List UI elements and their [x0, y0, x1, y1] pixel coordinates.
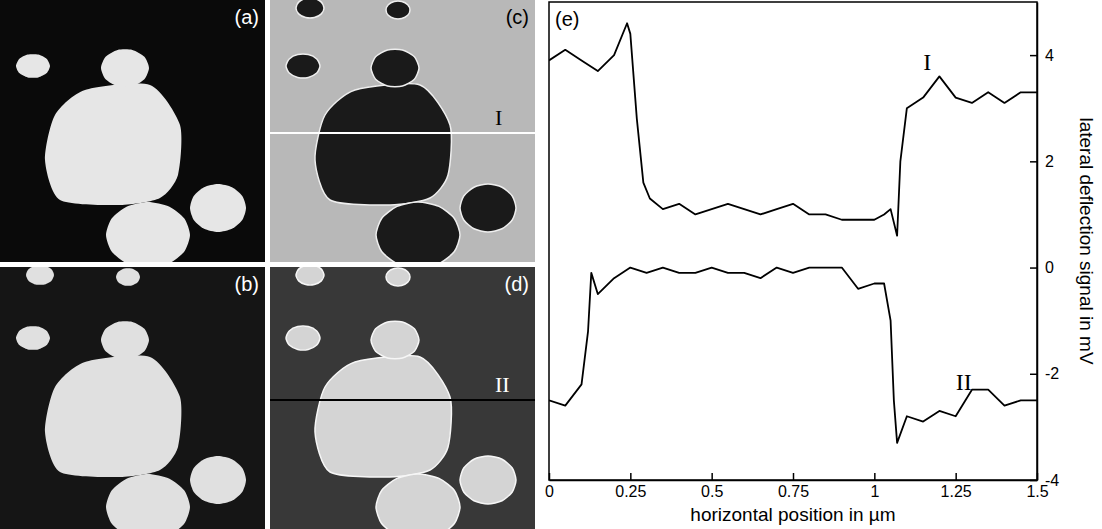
y-tick: -2: [1030, 365, 1059, 382]
panel-label: (e): [555, 8, 579, 30]
y-tick-label: -2: [1045, 365, 1059, 382]
afm-panel: (d) II: [270, 265, 535, 529]
x-tick: 1: [870, 473, 879, 500]
island: [386, 1, 410, 19]
scan-line-label: II: [495, 372, 510, 397]
x-axis-title: horizontal position in µm: [690, 504, 895, 525]
x-tick-mark: [793, 473, 795, 480]
island: [286, 326, 320, 350]
island: [16, 326, 50, 350]
y-tick-mark: [1030, 374, 1037, 376]
island: [315, 84, 451, 206]
island: [376, 202, 460, 262]
x-tick-label: 0: [545, 483, 554, 500]
panel-label: (a): [235, 6, 259, 28]
afm-panel: (a): [0, 0, 265, 268]
y-tick: 4: [1030, 47, 1054, 64]
x-tick-mark: [630, 473, 632, 480]
x-tick: 0.75: [778, 473, 809, 500]
island: [101, 49, 149, 86]
x-tick: 1.25: [941, 473, 972, 500]
island: [460, 184, 516, 232]
afm-panel: (c) I: [270, 0, 535, 268]
afm-image: [270, 267, 535, 529]
island: [315, 356, 451, 478]
island: [386, 268, 410, 286]
island: [16, 54, 50, 78]
x-tick-mark: [955, 473, 957, 480]
x-tick: 0.25: [615, 473, 646, 500]
y-tick-label: 4: [1045, 47, 1054, 64]
lines: [549, 23, 1037, 443]
island: [45, 356, 181, 478]
scan-line: [270, 132, 535, 134]
island: [101, 321, 149, 358]
x-tick-label: 1.25: [941, 483, 972, 500]
island: [296, 0, 324, 18]
y-tick: -4: [1030, 472, 1059, 489]
x-axis: 00.250.50.7511.251.5: [545, 473, 1049, 500]
y-axis-title: lateral deflection signal in mV: [1076, 117, 1097, 364]
x-tick: 0.5: [701, 473, 723, 500]
x-tick-label: 0.25: [615, 483, 646, 500]
island: [106, 202, 190, 262]
y-tick-label: 2: [1045, 153, 1054, 170]
island: [106, 474, 190, 529]
y-axis-line: [1037, 3, 1039, 481]
plot-frame: [549, 2, 1037, 480]
island: [376, 474, 460, 529]
island: [45, 84, 181, 206]
island: [190, 456, 246, 504]
island: [296, 267, 324, 285]
y-tick: 0: [1030, 259, 1054, 276]
scan-line-label: I: [495, 105, 502, 130]
series-label: II: [956, 369, 972, 395]
y-axis: -4 -2 0 2 4: [1030, 3, 1059, 489]
panel-label: (d): [505, 273, 529, 295]
island: [116, 268, 140, 286]
x-tick-label: 1: [870, 483, 879, 500]
y-tick-mark: [1030, 161, 1037, 163]
scan-line: [270, 399, 535, 401]
x-tick: 0: [545, 473, 554, 500]
series-label: I: [923, 49, 931, 75]
series-line: [549, 268, 1037, 443]
line-chart: 00.250.50.7511.251.5-4-2024III(e)horizon…: [545, 2, 1097, 525]
panel-label: (b): [235, 273, 259, 295]
island: [286, 54, 320, 78]
x-tick-label: 0.75: [778, 483, 809, 500]
island: [460, 456, 516, 504]
x-tick-mark: [549, 473, 551, 480]
y-tick-label: -4: [1045, 472, 1059, 489]
panel-label: (c): [506, 6, 529, 28]
y-tick: 2: [1030, 153, 1054, 170]
figure: (a)(b)(c)I(d)II00.250.50.7511.251.5-4-20…: [0, 0, 1102, 529]
afm-panel: (b): [0, 265, 265, 529]
island: [371, 321, 419, 358]
y-tick-label: 0: [1045, 259, 1054, 276]
island: [26, 267, 54, 285]
afm-image: [0, 0, 265, 262]
y-tick-mark: [1030, 480, 1037, 482]
y-tick-mark: [1030, 267, 1037, 269]
x-tick-mark: [711, 473, 713, 480]
x-tick-label: 0.5: [701, 483, 723, 500]
afm-image: [270, 0, 535, 262]
x-tick-mark: [874, 473, 876, 480]
y-tick-mark: [1030, 55, 1037, 57]
island: [371, 49, 419, 86]
series-line: [549, 23, 1037, 235]
afm-image: [0, 267, 265, 529]
island: [190, 184, 246, 232]
